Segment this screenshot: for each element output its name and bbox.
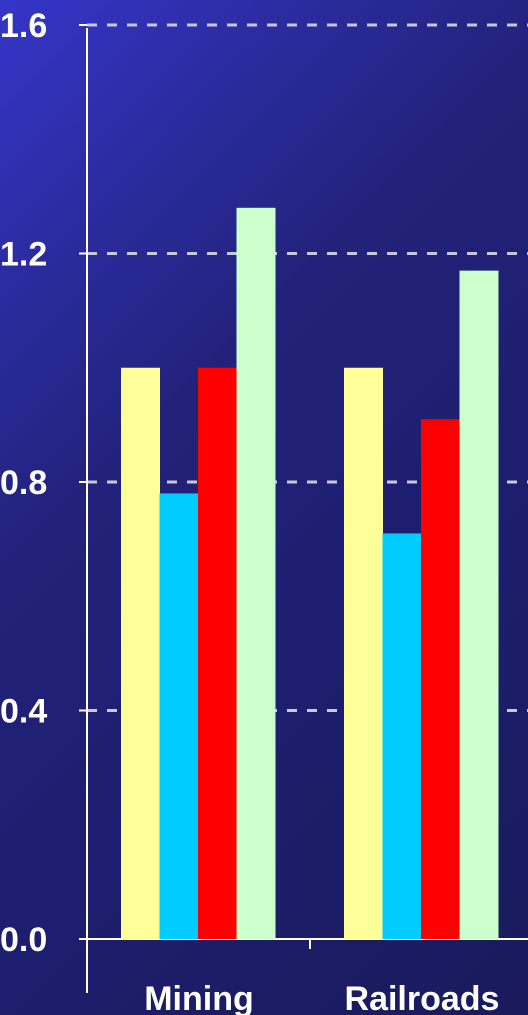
y-tick-label: 0.8 [0, 464, 47, 502]
bars [121, 207, 499, 940]
bar [382, 533, 422, 939]
bar [236, 207, 276, 940]
y-tick-label: 1.6 [0, 7, 47, 45]
y-tick-label: 0.4 [0, 693, 47, 731]
bar [121, 367, 160, 939]
x-tick-label: Railroads [345, 980, 500, 1015]
x-tick-label: Mining [144, 980, 254, 1015]
y-tick-labels: 0.0 0.4 0.8 1.2 1.6 [0, 7, 47, 959]
x-tick-labels: Mining Railroads [144, 980, 499, 1015]
bar [459, 270, 499, 939]
bar [198, 367, 237, 939]
y-tick-label: 1.2 [0, 236, 47, 274]
bar [421, 419, 460, 940]
bar [159, 493, 199, 939]
y-tick-label: 0.0 [0, 921, 47, 959]
bar [344, 367, 383, 939]
